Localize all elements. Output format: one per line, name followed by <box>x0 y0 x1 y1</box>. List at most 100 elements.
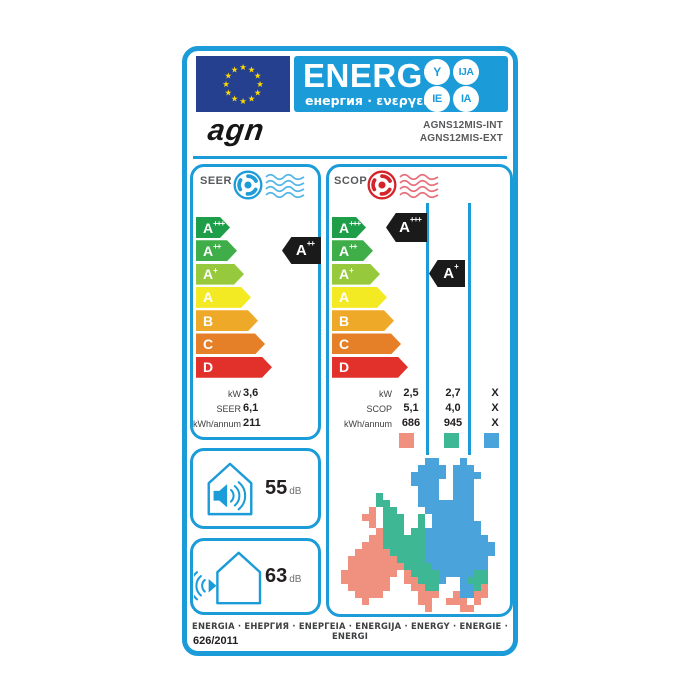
map-cell <box>418 563 426 571</box>
map-cell <box>453 479 461 487</box>
map-cell <box>348 584 356 592</box>
energ-title: ENERG <box>303 57 423 94</box>
map-cell <box>397 556 405 564</box>
map-cell <box>383 584 391 592</box>
map-cell <box>418 479 426 487</box>
class-arrow-D: D <box>196 357 272 378</box>
map-cell <box>425 563 433 571</box>
map-cell <box>383 549 391 557</box>
map-cell <box>418 472 426 480</box>
zone-square-2 <box>444 433 459 448</box>
map-cell <box>460 577 468 585</box>
map-cell <box>446 556 454 564</box>
map-cell <box>362 549 370 557</box>
map-cell <box>362 598 370 606</box>
scop-class-ladder: A +++ A ++ A + A B C D <box>332 217 408 380</box>
map-cell <box>376 493 384 501</box>
eu-energy-label: ★ ★ ★ ★ ★ ★ ★ ★ ★ ★ ★ ★ ENERG енергия · ενεργεια Y … <box>182 46 518 656</box>
map-cell <box>348 556 356 564</box>
map-cell <box>411 584 419 592</box>
map-cell <box>411 472 419 480</box>
indoor-noise-icon <box>207 462 253 516</box>
europe-climate-map <box>341 458 509 614</box>
map-cell <box>453 486 461 494</box>
map-cell <box>418 598 426 606</box>
map-cell <box>376 556 384 564</box>
map-cell <box>418 535 426 543</box>
map-cell <box>376 500 384 508</box>
scop-rated-class-arrow-warm: A +++ <box>386 213 427 242</box>
map-cell <box>432 514 440 522</box>
map-cell <box>460 507 468 515</box>
map-cell <box>467 486 475 494</box>
scop-rated-class-arrow-average: A + <box>429 260 465 287</box>
outdoor-noise-section: 63 dB <box>190 538 321 615</box>
map-cell <box>474 584 482 592</box>
indoor-noise-section: 55 dB <box>190 448 321 529</box>
metric-value: 3,6 <box>243 387 259 399</box>
map-cell <box>439 528 447 536</box>
model-indoor: AGNS12MIS-INT <box>423 120 503 131</box>
map-cell <box>390 570 398 578</box>
map-cell <box>376 577 384 585</box>
metric-value-zone-2: 2,7 <box>445 387 461 399</box>
map-cell <box>432 570 440 578</box>
map-cell <box>467 563 475 571</box>
map-cell <box>467 549 475 557</box>
map-cell <box>397 514 405 522</box>
model-numbers: AGNS12MIS-INT AGNS12MIS-EXT <box>420 119 503 145</box>
class-arrow-A+: A + <box>332 264 380 285</box>
map-cell <box>341 577 349 585</box>
map-cell <box>460 528 468 536</box>
map-cell <box>418 570 426 578</box>
map-cell <box>425 472 433 480</box>
language-badge-ie: IE <box>424 86 450 112</box>
map-cell <box>369 542 377 550</box>
map-cell <box>460 542 468 550</box>
map-cell <box>446 563 454 571</box>
map-cell <box>418 556 426 564</box>
map-cell <box>460 591 468 599</box>
seer-rated-class-arrow: A ++ <box>282 237 321 264</box>
eu-flag: ★ ★ ★ ★ ★ ★ ★ ★ ★ ★ ★ ★ <box>196 56 290 112</box>
map-cell <box>404 563 412 571</box>
language-badge-y: Y <box>424 59 450 85</box>
map-cell <box>432 556 440 564</box>
map-cell <box>460 556 468 564</box>
seer-section: SEER A +++ A ++ A + A B C D A ++ kW 3,6 SEER 6,1 kWh/a… <box>190 164 321 440</box>
map-cell <box>369 584 377 592</box>
map-cell <box>488 542 496 550</box>
language-badge-ija: IJA <box>453 59 479 85</box>
map-cell <box>460 465 468 473</box>
map-cell <box>418 465 426 473</box>
indoor-noise-value: 55 dB <box>265 477 302 499</box>
map-cell <box>425 591 433 599</box>
map-cell <box>411 479 419 487</box>
map-cell <box>418 577 426 585</box>
scop-metric-kW: kW 2,5 2,7 X <box>330 387 506 402</box>
map-cell <box>376 563 384 571</box>
map-cell <box>453 556 461 564</box>
map-cell <box>467 521 475 529</box>
map-cell <box>369 549 377 557</box>
warm-air-waves-icon <box>399 173 439 199</box>
map-cell <box>453 493 461 501</box>
eu-star: ★ <box>222 80 230 90</box>
class-arrow-C: C <box>332 333 401 354</box>
map-cell <box>432 528 440 536</box>
map-cell <box>460 500 468 508</box>
map-cell <box>369 563 377 571</box>
map-cell <box>432 479 440 487</box>
class-arrow-A+++: A +++ <box>196 217 230 238</box>
map-cell <box>481 542 489 550</box>
map-cell <box>453 500 461 508</box>
energ-subtitle: енергия · ενεργεια <box>305 93 437 108</box>
map-cell <box>355 549 363 557</box>
map-cell <box>453 535 461 543</box>
map-cell <box>453 549 461 557</box>
metric-value-zone-3: X <box>491 417 499 429</box>
map-cell <box>481 556 489 564</box>
eu-star: ★ <box>231 95 239 105</box>
map-cell <box>432 465 440 473</box>
eu-star: ★ <box>256 80 264 90</box>
